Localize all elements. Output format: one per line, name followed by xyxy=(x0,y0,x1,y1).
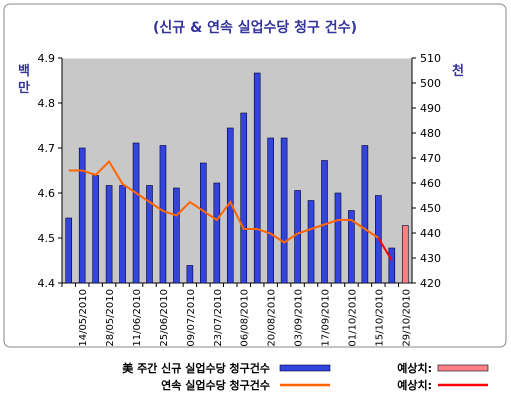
y2-tick-label: 420 xyxy=(420,277,441,290)
bar xyxy=(321,160,328,284)
x-tick-label: 20/08/2010 xyxy=(267,289,278,347)
y2-tick-label: 490 xyxy=(420,102,441,115)
bar xyxy=(146,185,153,284)
x-tick-label: 17/09/2010 xyxy=(321,289,332,347)
legend-swatch xyxy=(279,364,331,372)
x-tick-label: 25/06/2010 xyxy=(159,289,170,347)
y-tick-label: 4.7 xyxy=(38,142,56,155)
legend-label: 예상치: xyxy=(397,361,432,375)
bar xyxy=(159,145,167,284)
bar xyxy=(348,210,355,284)
bar xyxy=(280,137,288,284)
legend-swatch xyxy=(437,364,489,372)
line xyxy=(68,159,379,244)
y-tick-label: 4.4 xyxy=(38,277,56,290)
legend-label: 예상치: xyxy=(397,378,432,392)
line xyxy=(377,237,393,262)
y2-tick-label: 450 xyxy=(420,202,441,215)
y-tick-label: 4.6 xyxy=(38,187,56,200)
legend-label: 연속 실업수당 청구건수 xyxy=(161,378,270,392)
y-tick-label: 4.8 xyxy=(38,97,56,110)
bar xyxy=(253,72,261,284)
bar xyxy=(294,190,301,284)
bar xyxy=(213,182,221,284)
x-tick-label: 15/10/2010 xyxy=(374,289,385,347)
x-tick-label: 29/10/2010 xyxy=(401,289,412,347)
bar xyxy=(92,175,99,284)
bar xyxy=(240,112,248,284)
bar xyxy=(307,200,315,284)
bar xyxy=(186,265,194,284)
x-tick-label: 28/05/2010 xyxy=(105,289,116,347)
y2-tick-label: 470 xyxy=(420,152,441,165)
bar xyxy=(200,162,207,284)
x-tick-label: 01/10/2010 xyxy=(347,289,358,347)
y2-tick-label: 440 xyxy=(420,227,441,240)
y2-axis-label: 천 xyxy=(452,64,464,79)
bar xyxy=(334,192,342,284)
x-tick-label: 14/05/2010 xyxy=(78,289,89,347)
y2-tick-label: 460 xyxy=(420,177,441,190)
x-tick-label: 23/07/2010 xyxy=(213,289,224,347)
y2-tick-label: 480 xyxy=(420,127,441,140)
legend-label: 美 주간 신규 실업수당 청구건수 xyxy=(122,361,270,375)
bar xyxy=(173,187,180,284)
y2-tick-label: 500 xyxy=(420,77,441,90)
y-tick-label: 4.9 xyxy=(38,52,56,65)
x-tick-label: 09/07/2010 xyxy=(186,289,197,347)
bar xyxy=(78,147,86,284)
y-tick-label: 4.5 xyxy=(38,232,56,245)
bar xyxy=(267,137,274,284)
bar xyxy=(132,142,140,284)
chart-title: (신규 & 연속 실업수당 청구 건수) xyxy=(153,19,357,36)
y2-tick-label: 510 xyxy=(420,52,441,65)
x-tick-label: 11/06/2010 xyxy=(132,289,143,347)
x-tick-label: 03/09/2010 xyxy=(294,289,305,347)
y2-tick-label: 430 xyxy=(420,252,441,265)
x-tick-label: 06/08/2010 xyxy=(240,289,251,347)
bar xyxy=(401,225,409,284)
bar xyxy=(388,247,396,284)
bar xyxy=(105,185,113,284)
bar xyxy=(361,145,369,284)
bar xyxy=(65,217,73,284)
bar xyxy=(119,185,126,284)
